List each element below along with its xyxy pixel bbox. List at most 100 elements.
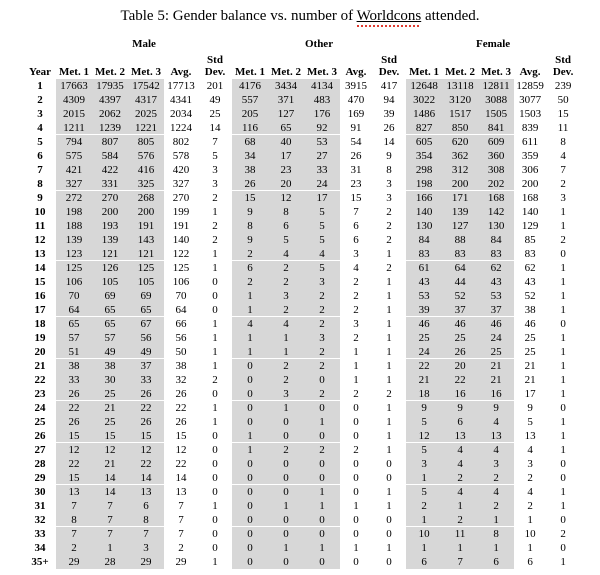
value-cell: 16: [478, 387, 515, 401]
value-cell: 62: [524, 262, 536, 274]
table-row: 17 64 65 65 64 0 1 2 2 2 1 39 37 37 38 1: [24, 303, 580, 317]
value-cell: 2: [353, 304, 359, 316]
value-cell: 3077: [519, 94, 542, 106]
value-cell: 3: [386, 192, 392, 204]
value-cell: 4341: [170, 94, 192, 106]
value-cell: 8: [478, 527, 515, 541]
value-cell: 46: [524, 318, 536, 330]
col-header-avg: Avg.: [345, 66, 367, 78]
value-cell: 3: [353, 248, 359, 260]
value-cell: 4317: [128, 93, 164, 107]
value-cell: 2: [232, 247, 268, 261]
value-cell: 1: [212, 360, 218, 372]
value-cell: 46: [442, 317, 479, 331]
year-cell: 7: [37, 164, 43, 176]
table-row: 32 8 7 8 7 0 0 0 0 0 0 1 2 1 1 0: [24, 513, 580, 527]
value-cell: 105: [92, 275, 128, 289]
value-cell: 83: [478, 247, 515, 261]
value-cell: 0: [232, 415, 268, 429]
value-cell: 3: [304, 331, 340, 345]
value-cell: 0: [212, 514, 218, 526]
value-cell: 20: [442, 359, 479, 373]
value-cell: 49: [209, 94, 221, 106]
value-cell: 1: [304, 485, 340, 499]
year-cell: 21: [34, 360, 46, 372]
value-cell: 166: [406, 191, 443, 205]
value-cell: 84: [478, 233, 515, 247]
value-cell: 805: [128, 135, 164, 149]
value-cell: 2: [386, 206, 392, 218]
value-cell: 1: [560, 500, 566, 512]
value-cell: 2: [304, 345, 340, 359]
value-cell: 7: [178, 528, 184, 540]
value-cell: 5: [304, 205, 340, 219]
value-cell: 53: [478, 289, 515, 303]
value-cell: 14: [92, 485, 128, 499]
value-cell: 1: [386, 318, 392, 330]
value-cell: 5: [268, 233, 304, 247]
value-cell: 1: [212, 206, 218, 218]
value-cell: 15: [56, 429, 92, 443]
value-cell: 22: [56, 401, 92, 415]
value-cell: 3: [304, 275, 340, 289]
value-cell: 26: [128, 387, 164, 401]
value-cell: 0: [232, 555, 268, 569]
value-cell: 4: [527, 444, 533, 456]
value-cell: 0: [232, 387, 268, 401]
value-cell: 26: [350, 150, 362, 162]
value-cell: 1: [353, 374, 359, 386]
value-cell: 0: [386, 514, 392, 526]
value-cell: 1: [560, 346, 566, 358]
value-cell: 1: [386, 374, 392, 386]
value-cell: 64: [56, 303, 92, 317]
table-row: 1 17663 17935 17542 17713 201 4176 3434 4134 3915…: [24, 79, 580, 93]
value-cell: 139: [92, 233, 128, 247]
value-cell: 6: [353, 234, 359, 246]
value-cell: 1: [353, 542, 359, 554]
value-cell: 0: [304, 429, 340, 443]
value-cell: 362: [442, 149, 479, 163]
table-row: 10 198 200 200 199 1 9 8 5 7 2 140 139 142 140 1: [24, 205, 580, 219]
value-cell: 7: [92, 513, 128, 527]
value-cell: 8: [128, 513, 164, 527]
value-cell: 26: [56, 387, 92, 401]
value-cell: 4: [442, 457, 479, 471]
value-cell: 1: [304, 415, 340, 429]
value-cell: 354: [406, 149, 443, 163]
value-cell: 0: [304, 555, 340, 569]
value-cell: 65: [92, 317, 128, 331]
value-cell: 850: [442, 121, 479, 135]
year-cell: 13: [34, 248, 46, 260]
value-cell: 39: [383, 108, 395, 120]
value-cell: 130: [478, 219, 515, 233]
value-cell: 52: [524, 290, 536, 302]
value-cell: 26: [175, 388, 187, 400]
value-cell: 2: [527, 472, 533, 484]
table-caption: Table 5: Gender balance vs. number of Wo…: [0, 7, 600, 26]
caption-prefix: Table 5: Gender balance vs. number of: [120, 8, 357, 24]
value-cell: 3088: [478, 93, 515, 107]
group-header-other: Other: [304, 38, 334, 50]
value-cell: 2: [268, 359, 304, 373]
value-cell: 4: [478, 485, 515, 499]
value-cell: 25: [406, 331, 443, 345]
value-cell: 359: [521, 150, 539, 162]
value-cell: 168: [521, 192, 539, 204]
value-cell: 28: [92, 555, 128, 569]
value-cell: 2: [268, 303, 304, 317]
value-cell: 1221: [128, 121, 164, 135]
col-header-std-dev: Std Dev.: [204, 54, 226, 78]
value-cell: 94: [383, 94, 395, 106]
year-cell: 8: [37, 178, 43, 190]
value-cell: 2: [560, 234, 566, 246]
value-cell: 0: [212, 528, 218, 540]
table-row: 13 123 121 121 122 1 2 4 4 3 1 83 83 83 83 0: [24, 247, 580, 261]
value-cell: 9: [386, 150, 392, 162]
value-cell: 64: [442, 261, 479, 275]
value-cell: 64: [175, 304, 187, 316]
value-cell: 39: [406, 303, 443, 317]
value-cell: 4: [304, 247, 340, 261]
value-cell: 5: [406, 485, 443, 499]
value-cell: 1: [212, 248, 218, 260]
year-cell: 14: [34, 262, 46, 274]
